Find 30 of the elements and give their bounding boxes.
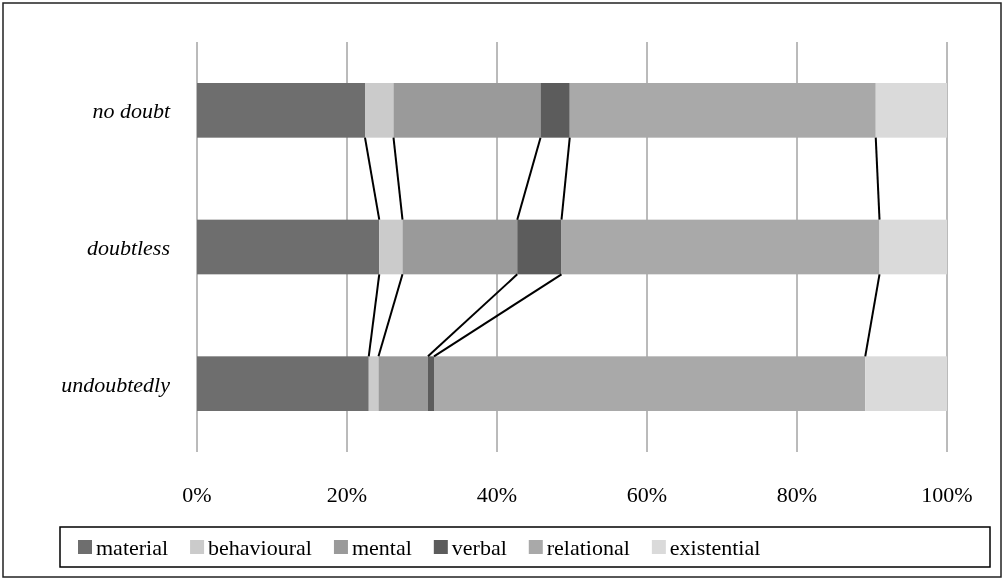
bar bbox=[402, 219, 518, 275]
x-tick-label: 80% bbox=[776, 482, 818, 507]
bar bbox=[378, 356, 428, 411]
bar bbox=[428, 356, 434, 411]
bar bbox=[879, 219, 947, 275]
legend-label: behavioural bbox=[208, 535, 312, 560]
legend-label: existential bbox=[669, 535, 761, 560]
bar bbox=[379, 219, 403, 275]
x-tick-label: 100% bbox=[921, 482, 973, 507]
x-tick-label: 40% bbox=[476, 482, 518, 507]
y-tick-label: no doubt bbox=[92, 98, 171, 124]
x-tick-label: 20% bbox=[326, 482, 368, 507]
legend-label: relational bbox=[546, 535, 630, 560]
legend-label: mental bbox=[351, 535, 412, 560]
bar bbox=[434, 356, 866, 411]
legend-label: material bbox=[96, 535, 169, 560]
bar bbox=[368, 356, 379, 411]
bar bbox=[569, 83, 876, 138]
y-tick-label: doubtless bbox=[86, 235, 170, 260]
bar bbox=[875, 83, 947, 138]
bar bbox=[517, 219, 562, 275]
y-tick-label: undoubtedly bbox=[61, 371, 171, 397]
x-tick-label: 0% bbox=[182, 482, 212, 507]
x-tick-label: 60% bbox=[626, 482, 668, 507]
bar bbox=[561, 219, 880, 275]
bar bbox=[540, 83, 570, 138]
bar bbox=[865, 356, 947, 411]
bar bbox=[365, 83, 394, 138]
legend-label: verbal bbox=[451, 535, 507, 560]
bar bbox=[393, 83, 541, 138]
